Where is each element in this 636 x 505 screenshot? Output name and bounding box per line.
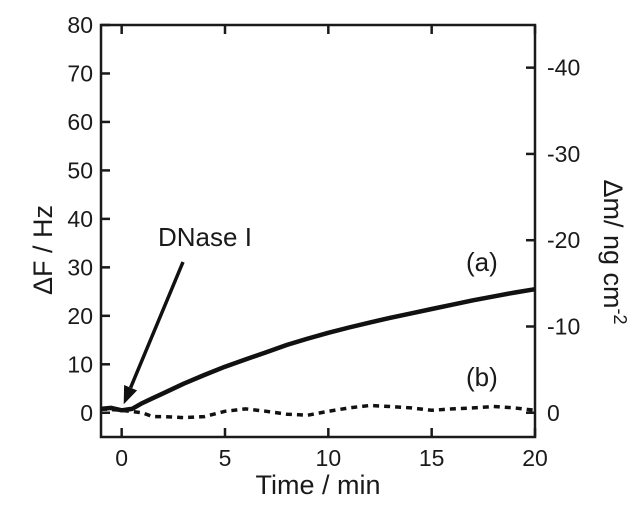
x-tick-label-1: 5: [219, 445, 232, 471]
x-axis-label: Time / min: [255, 470, 380, 500]
x-tick-label-0: 0: [115, 445, 128, 471]
series-group: [100, 286, 536, 420]
series-line-a: [100, 286, 536, 413]
plot-frame: [99, 23, 537, 439]
annotation-series-b: (b): [466, 362, 498, 392]
annotation-arrow: [128, 261, 185, 389]
y-left-tick-label-7: 70: [67, 60, 93, 86]
y-axis-label-right-main: Δm/ ng cm: [598, 179, 628, 308]
tick-labels: 0 5 10 15 20 0 10 20 30 40 50 60 70 80 0 -10 -20 -30 -40: [67, 12, 580, 471]
y-left-tick-label-5: 50: [67, 157, 93, 183]
y-left-tick-label-4: 40: [67, 206, 93, 232]
annotation-series-a: (a): [466, 247, 498, 277]
y-left-tick-label-3: 30: [67, 254, 93, 280]
annotation-arrowhead: [123, 385, 138, 405]
x-tick-label-2: 10: [316, 445, 342, 471]
series-line-b: [100, 403, 536, 420]
axis-ticks: [101, 23, 537, 437]
y-left-tick-label-1: 10: [67, 351, 93, 377]
x-tick-label-4: 20: [522, 445, 548, 471]
y-right-tick-label-4: -40: [547, 55, 580, 81]
annotation-dnase: DNase I: [158, 222, 252, 252]
y-axis-label-right-sup: -2: [610, 309, 630, 325]
x-tick-label-3: 15: [419, 445, 445, 471]
y-right-tick-label-3: -30: [547, 141, 580, 167]
y-axis-label-left: ΔF / Hz: [28, 205, 58, 295]
y-right-tick-label-2: -20: [547, 227, 580, 253]
y-left-tick-label-0: 0: [80, 400, 93, 426]
y-right-tick-label-0: 0: [547, 400, 560, 426]
y-right-tick-label-1: -10: [547, 313, 580, 339]
y-left-tick-label-8: 80: [67, 12, 93, 38]
y-left-tick-label-6: 60: [67, 109, 93, 135]
y-axis-label-right: Δm/ ng cm-2: [598, 179, 630, 324]
y-left-tick-label-2: 20: [67, 303, 93, 329]
